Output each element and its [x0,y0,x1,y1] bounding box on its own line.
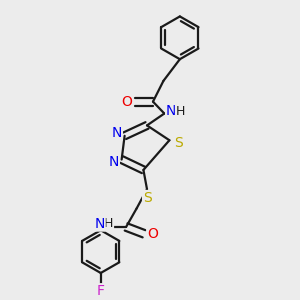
Text: S: S [142,190,152,205]
Text: O: O [147,227,158,241]
Text: F: F [97,284,105,298]
Text: N: N [166,104,176,118]
Text: H: H [104,218,113,230]
Text: S: S [174,136,183,150]
Text: N: N [112,126,122,140]
Text: N: N [109,155,119,169]
Text: O: O [121,94,132,109]
Text: N: N [94,217,105,231]
Text: H: H [176,105,185,118]
